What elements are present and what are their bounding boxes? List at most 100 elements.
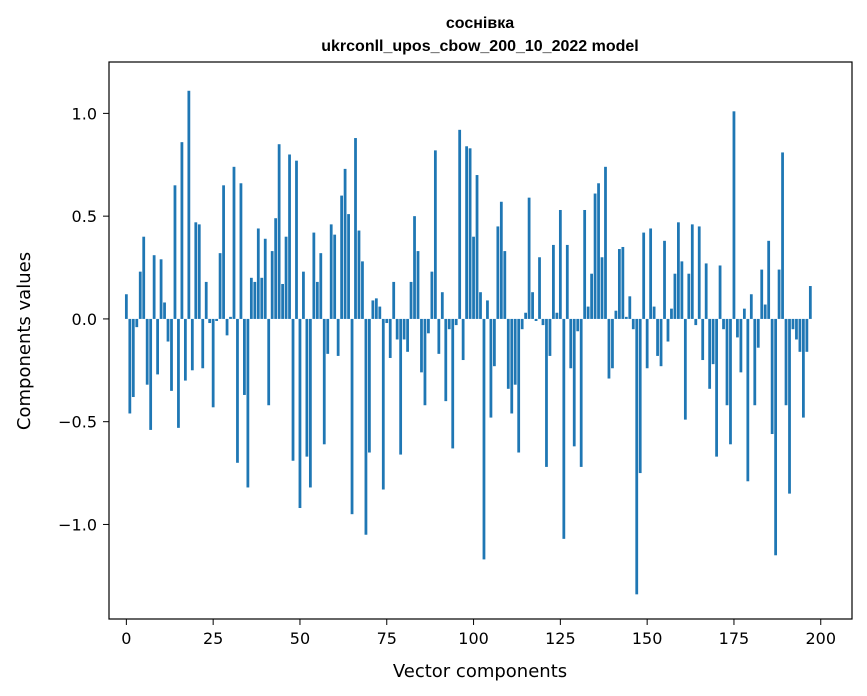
bar-156: [666, 318, 670, 342]
bar-157: [670, 308, 673, 319]
bar-9: [156, 318, 159, 375]
bar-32: [236, 318, 239, 463]
bar-165: [697, 226, 701, 319]
bar-48: [291, 318, 295, 461]
bar-7: [149, 318, 153, 430]
bar-71: [371, 300, 375, 319]
bar-79: [399, 318, 403, 455]
bar-87: [427, 318, 430, 334]
bar-94: [451, 318, 455, 449]
bar-167: [704, 263, 708, 319]
bar-76: [388, 318, 392, 358]
bar-104: [486, 300, 489, 319]
bar-64: [347, 214, 350, 319]
chart-subtitle: ukrconll_upos_cbow_200_10_2022 model: [321, 38, 638, 55]
bar-102: [479, 292, 482, 319]
y-tick-label: −1.0: [58, 515, 97, 534]
bar-119: [538, 257, 541, 319]
bar-16: [180, 142, 184, 319]
bar-47: [288, 154, 291, 319]
bar-137: [600, 257, 604, 319]
bar-136: [597, 183, 600, 319]
bar-75: [385, 318, 389, 324]
bar-39: [260, 277, 264, 319]
bar-110: [506, 318, 510, 389]
bar-73: [378, 306, 382, 319]
bar-80: [402, 318, 406, 340]
bar-146: [631, 318, 635, 330]
bar-14: [173, 185, 177, 319]
bar-138: [604, 166, 607, 319]
bar-124: [555, 312, 559, 319]
bar-66: [354, 138, 357, 319]
bar-18: [187, 90, 191, 319]
bar-59: [329, 224, 333, 319]
bar-184: [763, 304, 767, 319]
bar-55: [315, 281, 319, 319]
bar-130: [576, 318, 580, 332]
bars-group: [124, 90, 812, 595]
y-tick-label: 1.0: [72, 104, 97, 123]
bar-143: [621, 246, 625, 319]
bar-126: [562, 318, 566, 539]
bar-164: [694, 318, 698, 326]
bar-28: [222, 185, 225, 319]
bar-152: [652, 306, 656, 319]
bar-70: [368, 318, 371, 453]
bar-113: [517, 318, 521, 453]
bar-160: [680, 261, 684, 319]
bar-121: [545, 318, 548, 467]
bar-38: [256, 228, 260, 319]
bar-127: [565, 244, 569, 319]
bar-174: [729, 318, 732, 445]
x-tick-label: 125: [545, 629, 576, 648]
bar-61: [336, 318, 340, 356]
bar-135: [593, 193, 597, 319]
bar-60: [333, 234, 337, 319]
bar-196: [805, 318, 809, 352]
bar-145: [628, 296, 632, 319]
bar-161: [683, 318, 687, 420]
bar-5: [142, 236, 146, 319]
bar-128: [569, 318, 573, 369]
bar-111: [510, 318, 514, 414]
bar-151: [649, 228, 653, 319]
bar-72: [374, 298, 378, 319]
bar-40: [263, 238, 267, 319]
bar-100: [472, 236, 475, 319]
bar-158: [673, 273, 677, 319]
bar-149: [642, 232, 646, 319]
bar-15: [177, 318, 180, 428]
bar-115: [524, 312, 528, 319]
bar-78: [395, 318, 399, 340]
bar-96: [458, 129, 462, 319]
bar-51: [302, 271, 305, 319]
bar-88: [430, 271, 434, 319]
bar-125: [558, 209, 562, 319]
y-axis-ticks: −1.0 −0.5 0.0 0.5 1.0: [58, 104, 109, 534]
bar-131: [579, 318, 583, 467]
x-tick-label: 100: [458, 629, 489, 648]
bar-77: [392, 281, 396, 319]
bar-81: [406, 318, 409, 352]
bar-68: [361, 261, 364, 319]
bar-22: [201, 318, 205, 369]
bar-27: [218, 253, 222, 319]
bar-120: [541, 318, 545, 326]
bar-95: [454, 318, 458, 326]
bar-8: [152, 255, 156, 319]
bar-154: [659, 318, 663, 367]
bar-97: [461, 318, 465, 361]
bar-183: [760, 269, 764, 319]
bar-144: [624, 316, 628, 319]
bar-122: [548, 318, 552, 356]
bar-192: [791, 318, 795, 330]
bar-188: [777, 269, 781, 319]
bar-37: [253, 281, 257, 319]
bar-63: [343, 168, 347, 319]
bar-86: [423, 318, 427, 406]
bar-11: [163, 302, 166, 319]
y-axis-label: Components values: [14, 252, 35, 430]
bar-53: [308, 318, 312, 488]
